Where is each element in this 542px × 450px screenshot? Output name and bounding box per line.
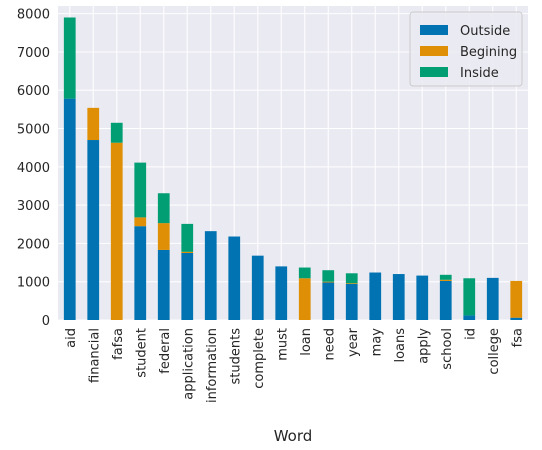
- bar-outside-year: [345, 284, 358, 320]
- bar-inside-id: [463, 278, 476, 316]
- bar-outside-students: [228, 236, 241, 320]
- bar-outside-student: [134, 226, 147, 320]
- y-tick-label: 2000: [17, 237, 50, 252]
- bar-begining-fsa: [510, 280, 523, 318]
- bar-inside-aid: [63, 17, 76, 99]
- bar-inside-school: [439, 274, 452, 280]
- y-tick-label: 0: [42, 314, 50, 329]
- x-tick-label: need: [322, 328, 337, 361]
- bar-outside-loans: [392, 274, 405, 320]
- y-tick-label: 6000: [17, 84, 50, 99]
- bar-outside-aid: [63, 98, 76, 320]
- bar-begining-year: [345, 283, 358, 285]
- legend-swatch-outside: [420, 25, 448, 35]
- bar-inside-loan: [298, 267, 311, 279]
- bar-outside-apply: [416, 275, 429, 320]
- x-tick-label: year: [346, 327, 361, 357]
- y-tick-label: 8000: [17, 8, 50, 23]
- legend-label: Inside: [460, 66, 499, 81]
- x-tick-label: loans: [393, 328, 408, 363]
- bar-outside-application: [181, 252, 194, 320]
- x-tick-label: information: [205, 328, 220, 403]
- bar-outside-may: [369, 272, 382, 320]
- x-tick-label: id: [463, 328, 478, 340]
- bar-outside-financial: [87, 140, 100, 320]
- x-tick-label: aid: [64, 328, 79, 348]
- x-tick-label: must: [275, 328, 290, 361]
- bar-outside-must: [275, 266, 288, 320]
- legend-swatch-begining: [420, 46, 448, 56]
- legend-label: Begining: [460, 45, 517, 60]
- x-tick-label: federal: [158, 328, 173, 374]
- x-tick-label: application: [181, 328, 196, 400]
- bar-inside-fafsa: [110, 122, 123, 143]
- bar-inside-student: [134, 162, 147, 218]
- bar-begining-student: [134, 217, 147, 227]
- legend-label: Outside: [460, 24, 510, 39]
- x-tick-label: fsa: [510, 328, 525, 347]
- bar-outside-complete: [251, 255, 264, 320]
- bar-outside-id: [463, 315, 476, 320]
- bar-outside-fsa: [510, 317, 523, 320]
- x-tick-label: apply: [416, 328, 431, 364]
- bar-outside-federal: [157, 249, 170, 320]
- x-tick-label: fafsa: [111, 328, 126, 360]
- bar-begining-school: [439, 279, 452, 281]
- bar-outside-need: [322, 282, 335, 320]
- x-tick-label: complete: [252, 328, 267, 389]
- legend: Outside Begining Inside: [409, 11, 523, 87]
- bar-begining-federal: [157, 223, 170, 250]
- y-tick-label: 1000: [17, 276, 50, 291]
- y-tick-labels: 0 1000 2000 3000 4000 5000 6000 7000 8000: [17, 8, 50, 329]
- x-tick-label: financial: [87, 328, 102, 383]
- bar-inside-federal: [157, 193, 170, 224]
- bars: [63, 17, 523, 320]
- bar-begining-fafsa: [110, 142, 123, 320]
- bar-outside-school: [439, 280, 452, 320]
- x-tick-label: student: [134, 328, 149, 378]
- bar-outside-information: [204, 231, 217, 320]
- y-tick-label: 4000: [17, 161, 50, 176]
- bar-outside-college: [486, 277, 499, 320]
- x-tick-labels: aid financial fafsa student federal applicati…: [64, 327, 526, 403]
- y-tick-label: 7000: [17, 46, 50, 61]
- x-tick-label: college: [487, 328, 502, 375]
- x-tick-label: may: [369, 328, 384, 357]
- bar-begining-loan: [298, 278, 311, 320]
- x-axis-title: Word: [274, 427, 313, 445]
- bar-inside-application: [181, 223, 194, 252]
- bar-begining-application: [181, 251, 194, 253]
- bar-begining-financial: [87, 107, 100, 141]
- bar-inside-need: [322, 270, 335, 282]
- x-tick-label: school: [440, 328, 455, 370]
- bar-inside-year: [345, 273, 358, 284]
- x-tick-label: loan: [299, 328, 314, 356]
- y-tick-label: 5000: [17, 123, 50, 138]
- y-tick-label: 3000: [17, 199, 50, 214]
- legend-swatch-inside: [420, 67, 448, 77]
- bar-begining-need: [322, 281, 335, 283]
- x-tick-label: students: [228, 328, 243, 385]
